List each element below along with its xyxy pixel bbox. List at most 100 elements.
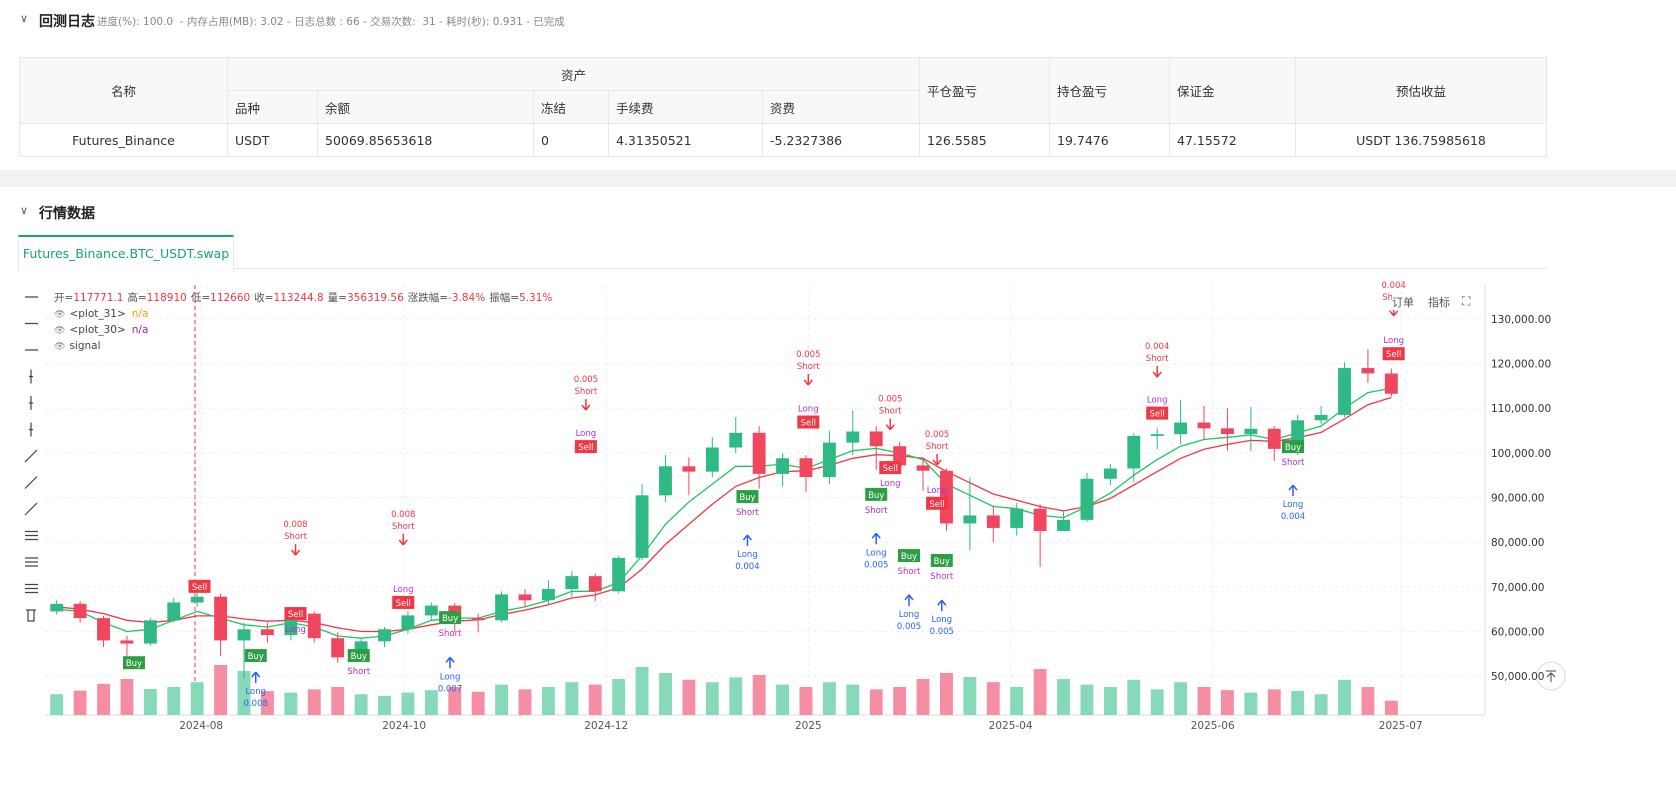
order-arrow (445, 656, 455, 669)
order-label: 0.005 (878, 395, 902, 405)
order-arrow (1288, 484, 1298, 497)
candle-body (1361, 368, 1375, 374)
symbol-tab[interactable]: Futures_Binance.BTC_USDT.swap (18, 235, 234, 271)
candle-body (120, 640, 134, 644)
candle-body (97, 618, 110, 641)
volume-bar (378, 695, 391, 715)
candle-body (565, 576, 579, 590)
tool-icon (24, 502, 38, 516)
info-value: 118910 (146, 292, 187, 304)
signal-box (244, 649, 267, 663)
order-arrow (932, 453, 942, 466)
y-tick-label: 120,000.00 (1491, 359, 1551, 371)
candle-body (822, 442, 836, 478)
candle-body (1244, 428, 1258, 435)
volume-bar (822, 682, 836, 715)
order-arrow (885, 418, 895, 431)
x-tick-label: 2025-06 (1191, 720, 1235, 732)
legend-value: n/a (131, 324, 149, 336)
volume-bar (1221, 690, 1234, 715)
candle-body (1080, 478, 1094, 520)
signal-label: Buy (1285, 443, 1301, 453)
scroll-top-icon (1546, 670, 1556, 682)
signal-tag: Long (927, 486, 948, 496)
volume-bar (1197, 687, 1211, 715)
signal-tag: Long (880, 479, 901, 489)
x-tick-label: 2024-08 (179, 720, 223, 732)
order-label: Short (926, 442, 949, 452)
fullscreen-button[interactable]: ⛶ (1462, 294, 1471, 309)
collapse-icon[interactable]: ∨ (20, 204, 29, 217)
collapse-icon[interactable]: ∨ (20, 12, 29, 25)
signal-label: Sell (192, 583, 207, 593)
candle-body (331, 638, 345, 658)
header-row: 名称 资产 平仓盈亏 持仓盈亏 保证金 预估收益 (19, 57, 1547, 124)
signal-box (188, 579, 211, 593)
candle-body (776, 458, 789, 474)
signal-tag: Short (930, 572, 953, 582)
signal-box (392, 595, 415, 609)
legend-eye: 👁 (54, 326, 66, 336)
volume-bar (1314, 694, 1328, 715)
orders-button[interactable]: 订单 (1392, 294, 1414, 310)
order-label: Short (284, 532, 307, 542)
candle-body (307, 613, 321, 639)
indicators-button[interactable]: 指标 (1428, 294, 1450, 310)
y-tick-label: 100,000.00 (1491, 448, 1551, 460)
order-label: 0.005 (796, 350, 820, 360)
order-label: 0.005 (930, 627, 954, 637)
header-cell: 手续费 (608, 90, 763, 124)
signal-label: Buy (868, 491, 884, 501)
order-label: Short (1146, 354, 1169, 364)
volume-bar (1384, 700, 1398, 715)
tool-icon (25, 583, 38, 594)
signal-label: Sell (396, 599, 411, 609)
cell: USDT 136.75985618 (1295, 123, 1547, 157)
candle-body (471, 618, 485, 621)
log-title: 回测日志 (39, 14, 95, 30)
candle-body (50, 603, 64, 612)
signal-label: Buy (248, 652, 264, 662)
volume-bar (893, 687, 907, 715)
signal-box (439, 611, 462, 625)
signal-tag: Long (393, 585, 414, 595)
order-label: Long (440, 672, 461, 682)
volume-bar (752, 675, 766, 715)
x-tick-label: 2025 (795, 720, 822, 732)
y-tick-label: 50,000.00 (1491, 671, 1544, 683)
order-label: Long (931, 615, 952, 625)
info-key: 量= (327, 292, 347, 304)
order-label: Short (392, 522, 415, 532)
candle-body (799, 458, 813, 478)
order-label: 0.008 (391, 510, 415, 520)
candle-body (869, 431, 883, 447)
volume-bar (448, 687, 462, 715)
candle-body (1033, 508, 1047, 532)
volume-bar (1361, 687, 1375, 715)
volume-bar (541, 687, 555, 715)
line-series (56, 396, 1392, 633)
volume-bar (1057, 679, 1070, 715)
signal-tag: Long (1383, 336, 1404, 346)
order-label: Long (245, 687, 266, 697)
volume-bar (776, 684, 789, 715)
y-tick-label: 90,000.00 (1491, 493, 1544, 505)
candle-body (635, 495, 649, 558)
volume-bar (143, 689, 157, 715)
chart: 50,000.00 60,000.00 70,000.00 80,000.00 90,0… (24, 281, 1566, 732)
signal-label: Buy (739, 493, 755, 503)
signal-label: Sell (288, 610, 303, 620)
legend-name: <plot_31> (69, 308, 126, 320)
info-key: 低= (190, 292, 211, 304)
volume-bar (799, 687, 813, 715)
order-label: 0.008 (244, 699, 268, 709)
order-label: 0.004 (1382, 281, 1406, 291)
volume-bar (237, 671, 251, 715)
volume-bar (307, 689, 321, 715)
candle-body (1384, 373, 1398, 394)
cell: 126.5585 (919, 123, 1050, 157)
order-label: 0.005 (897, 622, 921, 632)
candle-body (167, 602, 181, 621)
volume-bar (1174, 682, 1188, 715)
candle-body (1010, 508, 1024, 528)
